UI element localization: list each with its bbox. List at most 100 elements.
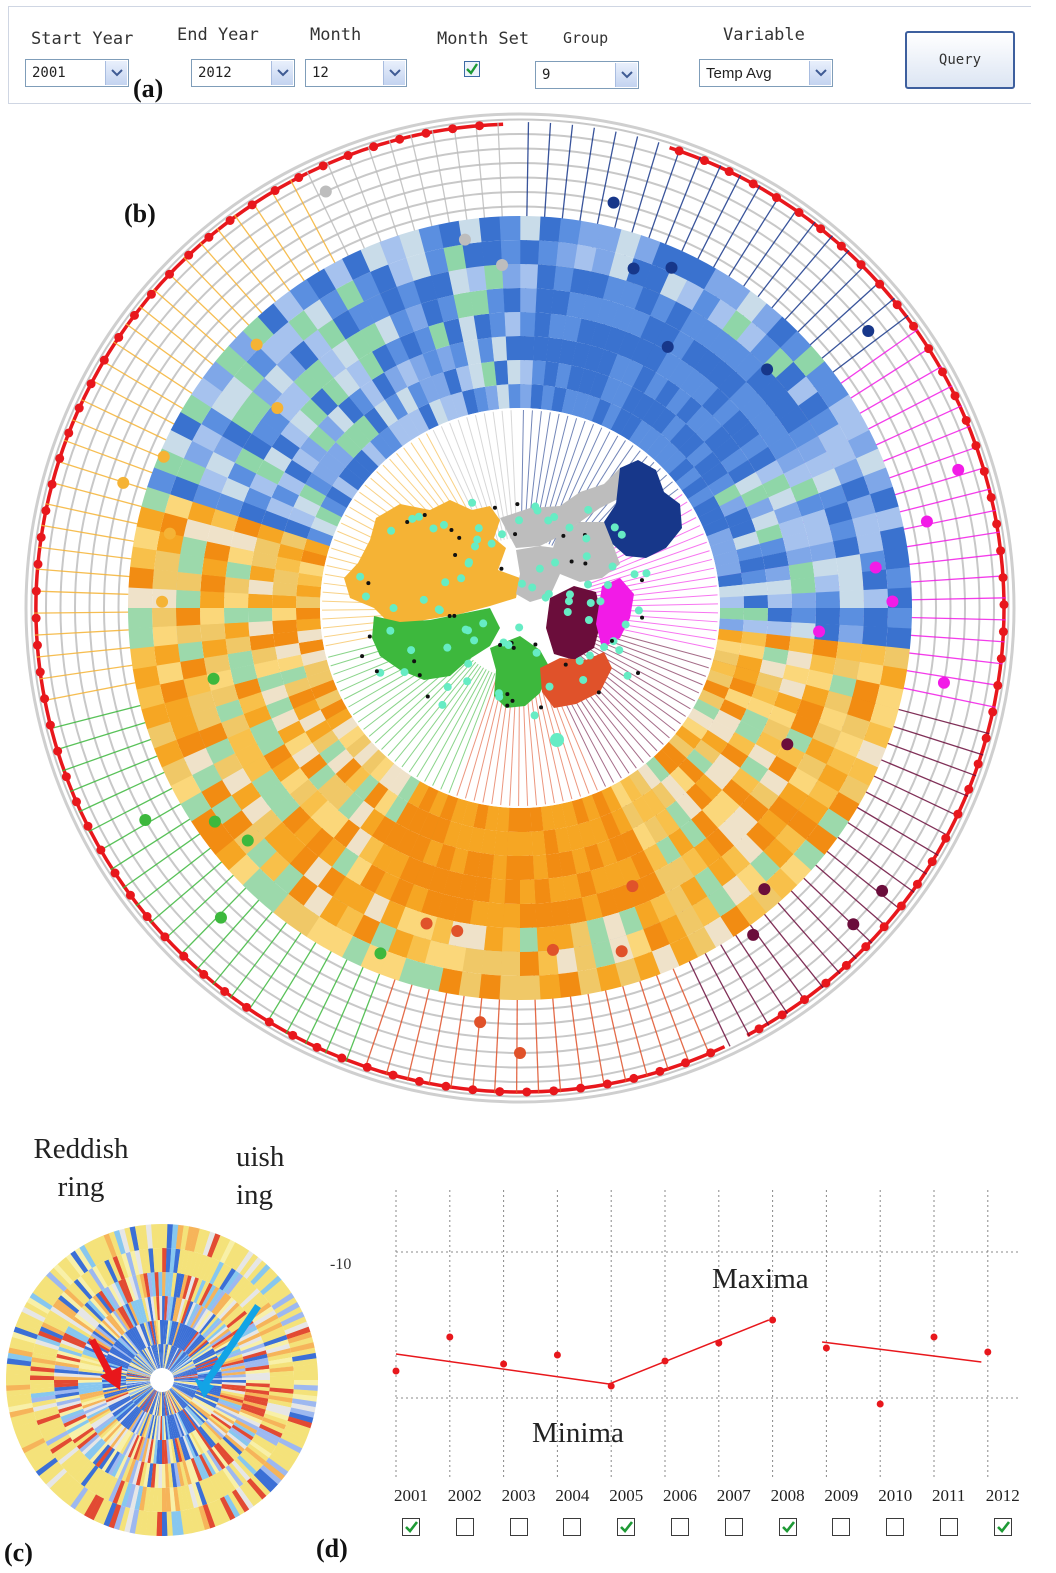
- heatmap-cell[interactable]: [211, 391, 242, 421]
- heatmap-cell[interactable]: [767, 593, 792, 609]
- heatmap-cell[interactable]: [581, 794, 601, 822]
- heatmap-cell[interactable]: [249, 718, 278, 743]
- heatmap-cell[interactable]: [685, 405, 713, 433]
- heatmap-cell[interactable]: [385, 850, 410, 879]
- extreme-marker[interactable]: [861, 942, 871, 952]
- heatmap-cell[interactable]: [455, 365, 474, 392]
- timeline-point[interactable]: [822, 1344, 830, 1352]
- heatmap-cell[interactable]: [836, 641, 863, 663]
- heatmap-cell[interactable]: [408, 408, 430, 435]
- station-dot[interactable]: [583, 561, 588, 566]
- heatmap-cell[interactable]: [458, 874, 478, 901]
- extreme-marker[interactable]: [964, 784, 974, 794]
- extreme-marker[interactable]: [225, 215, 235, 225]
- lollipop-head[interactable]: [626, 880, 639, 893]
- timeline-point[interactable]: [607, 1382, 615, 1390]
- heatmap-cell[interactable]: [384, 795, 408, 823]
- extreme-marker[interactable]: [199, 969, 209, 979]
- heatmap-cell[interactable]: [303, 329, 333, 360]
- heatmap-cell[interactable]: [660, 415, 687, 442]
- extreme-marker[interactable]: [771, 193, 781, 203]
- heatmap-cell[interactable]: [706, 827, 735, 857]
- heatmap-cell[interactable]: [284, 677, 311, 697]
- heatmap-cell[interactable]: [841, 476, 871, 502]
- heatmap-cell[interactable]: [562, 874, 582, 901]
- heatmap-cell[interactable]: [739, 393, 769, 422]
- heatmap-cell[interactable]: [707, 720, 735, 744]
- heatmap-cell[interactable]: [371, 372, 397, 401]
- heatmap-cell[interactable]: [722, 409, 751, 438]
- heatmap-cell[interactable]: [253, 537, 281, 557]
- extreme-marker[interactable]: [909, 321, 919, 331]
- heatmap-cell[interactable]: [230, 664, 258, 685]
- heatmap-cell[interactable]: [508, 384, 521, 409]
- heatmap-cell[interactable]: [755, 523, 783, 545]
- heatmap-cell[interactable]: [571, 341, 591, 369]
- heatmap-cell[interactable]: [291, 447, 320, 473]
- heatmap-cell[interactable]: [282, 805, 311, 835]
- heatmap-cell[interactable]: [551, 386, 567, 413]
- heatmap-cell[interactable]: [297, 628, 323, 644]
- heatmap-cell[interactable]: [336, 279, 365, 311]
- station-dot[interactable]: [414, 512, 423, 521]
- heatmap-cell[interactable]: [271, 433, 301, 460]
- heatmap-cell[interactable]: [558, 218, 582, 245]
- station-dot[interactable]: [585, 651, 594, 660]
- heatmap-cell[interactable]: [176, 571, 202, 592]
- timeline-point[interactable]: [446, 1333, 454, 1341]
- heatmap-cell[interactable]: [653, 441, 679, 467]
- heatmap-cell[interactable]: [707, 856, 737, 887]
- heatmap-cell[interactable]: [532, 336, 549, 362]
- heatmap-cell[interactable]: [856, 661, 884, 685]
- heatmap-cell[interactable]: [453, 291, 474, 319]
- heatmap-cell[interactable]: [548, 876, 567, 903]
- heatmap-cell[interactable]: [443, 870, 464, 898]
- station-dot[interactable]: [561, 533, 566, 538]
- heatmap-cell[interactable]: [686, 748, 713, 775]
- heatmap-cell[interactable]: [676, 280, 705, 311]
- heatmap-cell[interactable]: [640, 871, 666, 901]
- extreme-marker[interactable]: [96, 845, 106, 855]
- heatmap-cell[interactable]: [128, 587, 153, 608]
- lollipop-head[interactable]: [420, 917, 433, 930]
- heatmap-cell[interactable]: [739, 756, 769, 783]
- heatmap-cell[interactable]: [132, 526, 161, 551]
- station-dot[interactable]: [479, 619, 488, 628]
- heatmap-cell[interactable]: [296, 607, 321, 620]
- station-dot[interactable]: [621, 620, 630, 629]
- station-dot[interactable]: [498, 642, 503, 647]
- heatmap-cell[interactable]: [319, 896, 348, 927]
- heatmap-cell[interactable]: [727, 459, 756, 485]
- heatmap-cell[interactable]: [734, 352, 764, 382]
- heatmap-cell[interactable]: [687, 486, 715, 509]
- heatmap-cell[interactable]: [337, 396, 365, 424]
- heatmap-cell[interactable]: [590, 866, 612, 894]
- heatmap-cell[interactable]: [626, 309, 651, 338]
- heatmap-cell[interactable]: [200, 623, 226, 642]
- heatmap-cell[interactable]: [288, 506, 316, 528]
- heatmap-cell[interactable]: [327, 405, 355, 433]
- extreme-marker[interactable]: [32, 640, 42, 650]
- heatmap-cell[interactable]: [717, 817, 747, 846]
- extreme-marker[interactable]: [129, 310, 139, 320]
- heatmap-cell[interactable]: [783, 728, 813, 754]
- heatmap-cell[interactable]: [519, 879, 536, 904]
- heatmap-cell[interactable]: [746, 497, 775, 520]
- heatmap-cell[interactable]: [383, 822, 408, 851]
- heatmap-cell[interactable]: [532, 854, 549, 880]
- heatmap-cell[interactable]: [271, 794, 301, 823]
- station-dot[interactable]: [586, 598, 595, 607]
- year-checkbox[interactable]: [402, 1518, 420, 1536]
- heatmap-cell[interactable]: [141, 702, 171, 730]
- heatmap-cell[interactable]: [768, 433, 798, 461]
- heatmap-cell[interactable]: [256, 459, 285, 485]
- heatmap-cell[interactable]: [303, 659, 330, 678]
- heatmap-cell[interactable]: [176, 730, 206, 758]
- heatmap-cell[interactable]: [370, 264, 398, 294]
- lollipop-head[interactable]: [886, 595, 899, 608]
- heatmap-cell[interactable]: [335, 757, 362, 784]
- heatmap-cell[interactable]: [586, 271, 610, 299]
- heatmap-cell[interactable]: [643, 344, 669, 373]
- heatmap-cell[interactable]: [170, 475, 199, 502]
- heatmap-cell[interactable]: [719, 495, 747, 518]
